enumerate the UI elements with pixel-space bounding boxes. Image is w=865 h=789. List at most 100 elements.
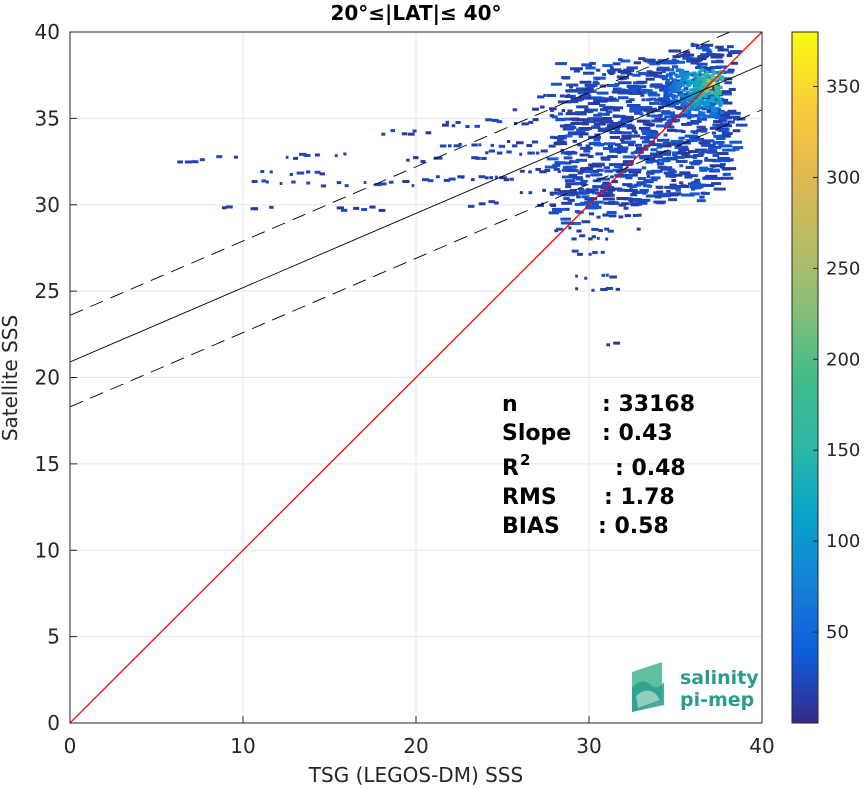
heatmap-bin (731, 61, 738, 65)
colorbar-tick-label: 50 (826, 622, 849, 643)
heatmap-bin (659, 162, 665, 166)
heatmap-bin (735, 123, 748, 127)
heatmap-bin (710, 73, 715, 77)
heatmap-bin (664, 96, 669, 100)
heatmap-bin (714, 92, 719, 96)
heatmap-bin (718, 119, 728, 123)
heatmap-bin (709, 164, 723, 168)
heatmap-bin (617, 70, 632, 74)
heatmap-bin (634, 183, 642, 187)
heatmap-bin (707, 150, 718, 154)
heatmap-bin (605, 127, 620, 131)
heatmap-bin (567, 100, 579, 104)
heatmap-bin (664, 122, 673, 126)
heatmap-bin (674, 94, 679, 98)
heatmap-bin (654, 85, 665, 89)
heatmap-bin (528, 191, 533, 195)
heatmap-bin (697, 75, 702, 79)
heatmap-bin (678, 148, 687, 152)
heatmap-bin (644, 107, 657, 111)
heatmap-bin (506, 150, 512, 154)
heatmap-bin (571, 237, 577, 241)
heatmap-bin (633, 150, 644, 154)
heatmap-bin (692, 155, 697, 159)
heatmap-bin (732, 146, 744, 150)
heatmap-bin (715, 136, 726, 140)
heatmap-bin (683, 77, 688, 81)
heatmap-bin (594, 200, 604, 204)
heatmap-bin (643, 184, 651, 188)
heatmap-bin (620, 131, 632, 135)
heatmap-bin (609, 149, 616, 153)
heatmap-bin (631, 129, 637, 133)
heatmap-bin (334, 154, 338, 158)
heatmap-bin (549, 135, 555, 139)
heatmap-bin (559, 124, 572, 128)
heatmap-bin (564, 179, 576, 183)
heatmap-bin (726, 53, 733, 57)
heatmap-bin (592, 117, 604, 121)
heatmap-bin (489, 176, 494, 180)
heatmap-bin (602, 181, 610, 185)
heatmap-bin (679, 164, 684, 168)
heatmap-bin (221, 206, 227, 210)
heatmap-bin (683, 114, 688, 118)
heatmap-bin (719, 101, 733, 105)
heatmap-bin (293, 156, 299, 160)
heatmap-bin (512, 144, 518, 148)
heatmap-bin (553, 142, 568, 146)
heatmap-bin (636, 119, 647, 123)
heatmap-bin (475, 156, 481, 160)
heatmap-bin (606, 83, 619, 87)
heatmap-bin (730, 50, 742, 54)
heatmap-bin (666, 189, 671, 193)
heatmap-bin (667, 168, 675, 172)
heatmap-bin (706, 102, 711, 106)
heatmap-bin (687, 82, 692, 86)
heatmap-bin (607, 229, 614, 233)
heatmap-bin (574, 98, 580, 102)
heatmap-bin (692, 71, 697, 75)
heatmap-bin (718, 116, 732, 120)
heatmap-bin (648, 143, 661, 147)
heatmap-bin (716, 96, 721, 100)
density-cell (689, 95, 694, 100)
heatmap-bin (711, 97, 719, 101)
heatmap-bin (565, 185, 572, 189)
heatmap-bin (713, 134, 724, 138)
heatmap-bin (640, 136, 650, 140)
heatmap-bin (544, 169, 551, 173)
heatmap-bin (560, 190, 564, 194)
heatmap-bin (659, 152, 672, 156)
heatmap-bin (577, 90, 585, 94)
heatmap-bin (696, 62, 708, 66)
heatmap-bin (484, 176, 489, 180)
heatmap-bin (631, 190, 637, 194)
heatmap-bin (696, 105, 701, 109)
heatmap-bin (709, 112, 714, 116)
heatmap-bin (702, 191, 710, 195)
heatmap-bin (687, 72, 692, 76)
heatmap-bin (657, 105, 664, 109)
heatmap-bin (597, 193, 611, 197)
heatmap-bin (620, 59, 631, 63)
heatmap-bin (672, 78, 677, 82)
heatmap-bin (648, 131, 656, 135)
heatmap-bin (447, 144, 452, 148)
heatmap-bin (581, 195, 590, 199)
heatmap-bin (555, 62, 567, 66)
heatmap-bin (574, 202, 585, 206)
heatmap-bin (552, 207, 565, 211)
heatmap-bin (683, 87, 689, 91)
heatmap-bin (680, 68, 685, 72)
heatmap-bin (706, 99, 711, 103)
heatmap-bin (686, 121, 700, 125)
heatmap-bin (559, 161, 572, 165)
heatmap-bin (630, 203, 639, 207)
heatmap-bin (656, 150, 666, 154)
heatmap-bin (664, 91, 669, 95)
heatmap-bin (696, 125, 706, 129)
y-tick-label: 35 (35, 106, 60, 130)
heatmap-bin (269, 205, 274, 209)
heatmap-bin (557, 100, 572, 104)
